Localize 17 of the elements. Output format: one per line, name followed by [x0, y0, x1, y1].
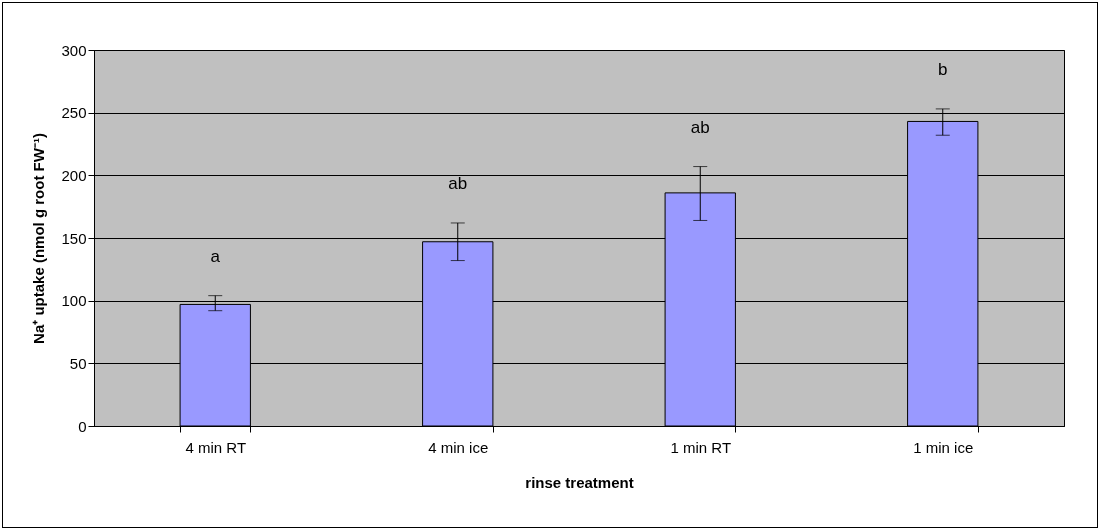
x-axis-title: rinse treatment: [525, 473, 634, 491]
annotation: a: [210, 246, 221, 266]
y-axis-title: Na⁺ uptake (nmol g root FW⁻¹): [30, 133, 48, 344]
annotation: ab: [448, 173, 468, 193]
x-tick-label: 4 min RT: [185, 438, 247, 456]
x-tick-label: 1 min RT: [670, 438, 732, 456]
y-tick-label: 150: [61, 229, 87, 247]
x-tick-label: 1 min ice: [913, 438, 974, 456]
y-tick-label: 100: [61, 292, 87, 310]
x-tick-label: 4 min ice: [428, 438, 489, 456]
annotation: b: [938, 59, 948, 79]
y-tick-label: 50: [69, 354, 87, 372]
y-tick-label: 250: [61, 104, 87, 122]
y-tick-label: 200: [61, 166, 87, 184]
y-tick-label: 300: [61, 41, 87, 59]
annotation: ab: [690, 117, 710, 137]
y-tick-label: 0: [78, 417, 87, 435]
